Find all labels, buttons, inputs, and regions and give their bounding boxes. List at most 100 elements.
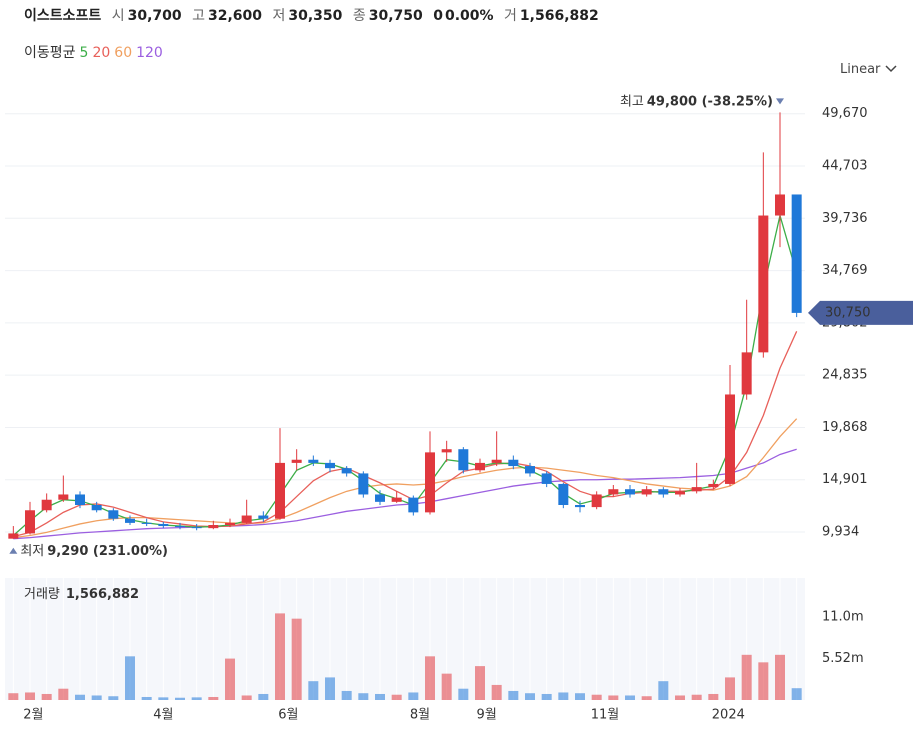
volume-pane bbox=[5, 578, 805, 700]
candle-body bbox=[425, 452, 435, 513]
volume-bar bbox=[208, 696, 219, 700]
candle-body bbox=[191, 527, 202, 529]
candle-body bbox=[758, 215, 769, 353]
candle-body bbox=[791, 194, 802, 313]
ma-line bbox=[13, 418, 798, 539]
candle-body bbox=[708, 483, 719, 488]
high-marker bbox=[776, 98, 784, 105]
volume-bar bbox=[575, 693, 585, 700]
candle-body bbox=[541, 473, 552, 484]
scale-menu[interactable]: Linear bbox=[840, 62, 897, 77]
last-price-tag bbox=[808, 300, 913, 325]
candle-body bbox=[591, 494, 602, 508]
quote-header: 이스트소프트 시 30,700 고 32,600 저 30,350 종 30,750 0… bbox=[24, 5, 605, 25]
volume-bar bbox=[141, 696, 152, 700]
candle-body bbox=[608, 489, 619, 495]
x-tick-label: 6월 bbox=[278, 708, 298, 723]
candle-body bbox=[508, 459, 519, 467]
ma-line bbox=[13, 331, 798, 538]
volume-bar bbox=[475, 666, 485, 700]
volume-bar bbox=[408, 692, 419, 700]
candle-body bbox=[741, 352, 752, 395]
low-marker bbox=[9, 547, 18, 554]
x-tick-label: 11월 bbox=[591, 708, 620, 723]
change-pct: 0.00% bbox=[444, 8, 494, 24]
volume-bar bbox=[775, 654, 785, 700]
scale-menu-label: Linear bbox=[840, 62, 881, 77]
y-tick-label: 11.0m bbox=[822, 610, 864, 625]
volume-bar bbox=[58, 688, 69, 700]
volume-bar bbox=[125, 656, 135, 700]
candle-body bbox=[658, 489, 669, 495]
candle-body bbox=[725, 394, 735, 484]
volume-bar bbox=[491, 684, 502, 700]
candle-body bbox=[275, 462, 285, 519]
volume-label: 거 bbox=[504, 8, 517, 24]
x-tick-label: 9월 bbox=[477, 708, 497, 723]
candle-body bbox=[341, 468, 352, 474]
volume-bar bbox=[275, 613, 285, 700]
volume-bar bbox=[91, 695, 102, 700]
candle-body bbox=[391, 497, 402, 502]
low-value: 9,290 (231.00%) bbox=[47, 543, 168, 558]
y-tick-label: 5.52m bbox=[822, 651, 864, 666]
y-tick-label: 39,736 bbox=[822, 211, 868, 226]
candle-body bbox=[691, 487, 702, 492]
volume-bar bbox=[441, 673, 452, 700]
candle-body bbox=[158, 523, 169, 527]
volume-bar bbox=[175, 697, 185, 700]
low-label: 최저 bbox=[20, 543, 44, 558]
candle-body bbox=[641, 489, 652, 495]
volume-bar bbox=[558, 692, 569, 700]
candle-body bbox=[575, 505, 585, 508]
volume-title-value: 1,566,882 bbox=[66, 587, 139, 602]
candle-body bbox=[408, 497, 419, 513]
y-tick-label: 24,835 bbox=[822, 368, 868, 383]
volume-bar bbox=[425, 656, 435, 700]
high-label: 최고 bbox=[620, 94, 644, 109]
volume-bar bbox=[358, 693, 369, 700]
volume-bar bbox=[591, 694, 602, 700]
x-tick-label: 2월 bbox=[23, 708, 43, 723]
y-tick-label: 49,670 bbox=[822, 106, 868, 121]
candle-body bbox=[458, 449, 469, 471]
candle-body bbox=[675, 491, 685, 495]
y-tick-label: 19,868 bbox=[822, 420, 868, 435]
candle-body bbox=[141, 522, 152, 524]
close-label: 종 bbox=[352, 8, 366, 24]
candle-body bbox=[358, 473, 369, 495]
high-annotation: 최고 49,800 (-38.25%) bbox=[620, 94, 773, 109]
low-annotation: 최저 9,290 (231.00%) bbox=[20, 543, 168, 558]
volume-title: 거래량 1,566,882 bbox=[24, 587, 139, 602]
candle-body bbox=[8, 533, 19, 539]
candle-body bbox=[125, 518, 135, 523]
volume-bar bbox=[191, 697, 202, 700]
volume-bar bbox=[75, 694, 85, 700]
volume-bar bbox=[158, 697, 169, 700]
candle-body bbox=[558, 483, 569, 505]
low-value: 30,350 bbox=[288, 8, 343, 24]
volume-bar bbox=[625, 695, 635, 700]
candle-body bbox=[491, 459, 502, 463]
volume-bar bbox=[308, 681, 319, 700]
x-tick-label: 8월 bbox=[410, 708, 430, 723]
ma-line bbox=[13, 448, 797, 540]
ma-legend: 이동평균 5 20 60 120 bbox=[24, 42, 163, 62]
volume-bar bbox=[725, 677, 735, 700]
last-price-label: 30,750 bbox=[825, 305, 871, 320]
volume-bar bbox=[508, 690, 519, 700]
volume-title-label: 거래량 bbox=[24, 587, 60, 602]
volume-bar bbox=[608, 695, 619, 700]
candle-body bbox=[91, 505, 102, 511]
volume-bar bbox=[708, 693, 719, 700]
volume-bar bbox=[675, 695, 685, 700]
legend-entry: 20 bbox=[92, 45, 111, 61]
low-label: 저 bbox=[272, 8, 286, 24]
candle-body bbox=[775, 194, 785, 216]
candle-body bbox=[325, 462, 335, 469]
candle-body bbox=[75, 494, 85, 505]
candle-body bbox=[25, 510, 35, 534]
volume-bar bbox=[375, 693, 385, 700]
y-tick-label: 44,703 bbox=[822, 159, 868, 174]
